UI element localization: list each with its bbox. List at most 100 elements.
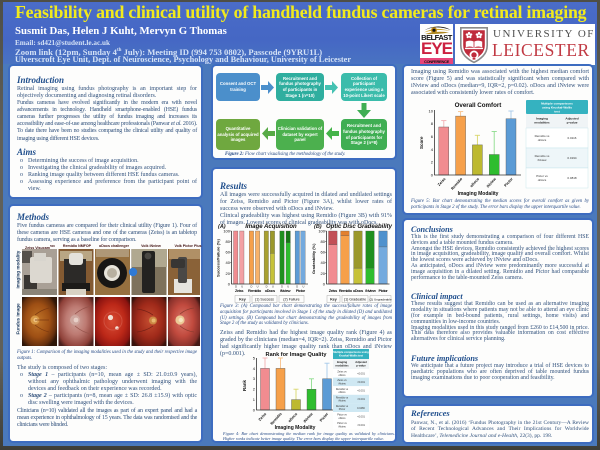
svg-text:8: 8 bbox=[431, 121, 434, 126]
svg-text:Key: Key bbox=[239, 297, 246, 301]
svg-text:0.0194: 0.0194 bbox=[567, 156, 577, 160]
svg-text:Imaging: Imaging bbox=[536, 117, 548, 121]
svg-text:U: U bbox=[257, 285, 259, 289]
svg-text:Overall Comfort: Overall Comfort bbox=[455, 102, 502, 109]
svg-text:40: 40 bbox=[226, 260, 231, 265]
svg-text:Pictor: Pictor bbox=[296, 288, 306, 293]
svg-text:Score: Score bbox=[419, 136, 424, 149]
svg-text:Remidio: Remidio bbox=[450, 176, 463, 190]
svg-text:Imaging: Imaging bbox=[337, 360, 348, 364]
svg-text:Key: Key bbox=[330, 297, 337, 301]
svg-text:D: D bbox=[296, 285, 298, 289]
svg-text:<0.001: <0.001 bbox=[357, 381, 365, 384]
svg-text:oDocs: oDocs bbox=[469, 177, 480, 188]
svg-text:(2) Ungradeable: (2) Ungradeable bbox=[369, 297, 392, 301]
svg-text:Rank: Rank bbox=[242, 379, 247, 391]
svg-text:using Kruskal-Wallis: using Kruskal-Wallis bbox=[542, 106, 573, 110]
svg-text:Adjusted: Adjusted bbox=[565, 117, 578, 121]
svg-text:(2) Failure: (2) Failure bbox=[283, 297, 299, 301]
svg-text:D: D bbox=[250, 285, 252, 289]
svg-text:modalities: modalities bbox=[335, 364, 349, 368]
svg-text:40: 40 bbox=[321, 260, 326, 265]
svg-text:Success/Failure (%): Success/Failure (%) bbox=[216, 239, 221, 277]
svg-text:<0.001: <0.001 bbox=[357, 424, 365, 427]
svg-text:3: 3 bbox=[253, 376, 256, 381]
svg-text:Pictor: Pictor bbox=[319, 412, 330, 423]
svg-text:Pictor: Pictor bbox=[379, 288, 389, 293]
svg-text:(A): (A) bbox=[218, 224, 226, 230]
svg-text:Multiple comparisons: Multiple comparisons bbox=[541, 102, 573, 106]
svg-text:5: 5 bbox=[253, 355, 256, 360]
svg-text:Zeiss: Zeiss bbox=[437, 177, 446, 187]
svg-text:100: 100 bbox=[223, 228, 230, 233]
svg-text:U: U bbox=[302, 285, 304, 289]
svg-text:oDocs: oDocs bbox=[538, 178, 547, 182]
svg-text:iNview: iNview bbox=[338, 382, 346, 385]
svg-text:Multiple comparisons using: Multiple comparisons using bbox=[333, 350, 369, 354]
svg-text:Remidio: Remidio bbox=[248, 288, 262, 293]
svg-text:Remidio: Remidio bbox=[270, 411, 283, 425]
svg-text:60: 60 bbox=[321, 250, 326, 255]
svg-text:modalities: modalities bbox=[534, 121, 550, 125]
svg-text:<0.001: <0.001 bbox=[357, 372, 365, 375]
svg-text:Adjusted: Adjusted bbox=[355, 360, 367, 364]
svg-text:U: U bbox=[272, 285, 274, 289]
svg-text:Remidio vs: Remidio vs bbox=[336, 396, 349, 399]
svg-text:oDocs: oDocs bbox=[353, 288, 363, 293]
svg-text:iNview: iNview bbox=[538, 158, 548, 162]
svg-text:Rank for Image Quality: Rank for Image Quality bbox=[266, 352, 328, 358]
svg-text:6: 6 bbox=[431, 134, 434, 139]
svg-text:iNview: iNview bbox=[280, 288, 292, 293]
svg-text:Remidio vs: Remidio vs bbox=[535, 134, 550, 138]
svg-text:0.0818: 0.0818 bbox=[567, 176, 577, 180]
svg-text:Pictor: Pictor bbox=[339, 408, 346, 411]
svg-text:test: test bbox=[554, 110, 560, 114]
svg-text:0.0116: 0.0116 bbox=[568, 136, 577, 140]
svg-text:Remidio vs: Remidio vs bbox=[336, 405, 349, 408]
svg-text:4: 4 bbox=[431, 147, 434, 152]
svg-text:Pictor vs: Pictor vs bbox=[536, 174, 548, 178]
svg-text:Remidio: Remidio bbox=[339, 288, 353, 293]
svg-text:<0.001: <0.001 bbox=[357, 415, 365, 418]
svg-text:2: 2 bbox=[253, 387, 256, 392]
svg-text:10: 10 bbox=[429, 108, 434, 113]
svg-text:<0.001: <0.001 bbox=[357, 390, 365, 393]
svg-text:Zeiss vs: Zeiss vs bbox=[337, 371, 347, 374]
svg-text:p-value: p-value bbox=[567, 121, 578, 125]
svg-text:Kruskal-Wallis test: Kruskal-Wallis test bbox=[339, 354, 363, 358]
svg-text:Zeiss: Zeiss bbox=[329, 288, 337, 293]
svg-text:Remidio vs: Remidio vs bbox=[535, 154, 550, 158]
svg-text:80: 80 bbox=[321, 239, 326, 244]
svg-text:oDocs: oDocs bbox=[338, 391, 346, 394]
svg-text:Zeiss vs: Zeiss vs bbox=[337, 379, 347, 382]
svg-text:iNview: iNview bbox=[338, 425, 346, 428]
svg-text:Image Acquisition: Image Acquisition bbox=[245, 224, 297, 230]
svg-text:20: 20 bbox=[226, 271, 231, 276]
svg-text:1: 1 bbox=[253, 397, 256, 402]
svg-text:D: D bbox=[266, 285, 268, 289]
svg-text:Imaging Modality: Imaging Modality bbox=[458, 191, 499, 197]
svg-text:60: 60 bbox=[226, 250, 231, 255]
svg-text:oDocs: oDocs bbox=[288, 412, 299, 423]
svg-text:oDocs: oDocs bbox=[265, 288, 275, 293]
svg-text:80: 80 bbox=[226, 239, 231, 244]
svg-text:D: D bbox=[281, 285, 283, 289]
svg-text:4: 4 bbox=[253, 366, 256, 371]
svg-text:Pictor vs: Pictor vs bbox=[337, 422, 347, 425]
svg-text:U: U bbox=[287, 285, 289, 289]
svg-text:(B): (B) bbox=[314, 224, 322, 230]
svg-text:Gradeability (%): Gradeability (%) bbox=[311, 243, 316, 274]
svg-text:oDocs: oDocs bbox=[538, 138, 547, 142]
svg-text:oDocs: oDocs bbox=[338, 374, 346, 377]
svg-text:Pictor vs: Pictor vs bbox=[337, 414, 347, 417]
svg-text:iNview: iNview bbox=[303, 412, 314, 424]
svg-text:0: 0 bbox=[431, 172, 434, 177]
svg-text:100: 100 bbox=[318, 228, 325, 233]
svg-text:Pictor: Pictor bbox=[504, 177, 515, 188]
svg-text:iNview: iNview bbox=[338, 400, 346, 403]
svg-text:D: D bbox=[235, 285, 237, 289]
svg-text:2: 2 bbox=[431, 160, 434, 165]
svg-text:Optic Disc Gradeability: Optic Disc Gradeability bbox=[326, 224, 393, 230]
svg-text:Zeiss: Zeiss bbox=[235, 288, 243, 293]
svg-text:(1) Success: (1) Success bbox=[255, 297, 274, 301]
